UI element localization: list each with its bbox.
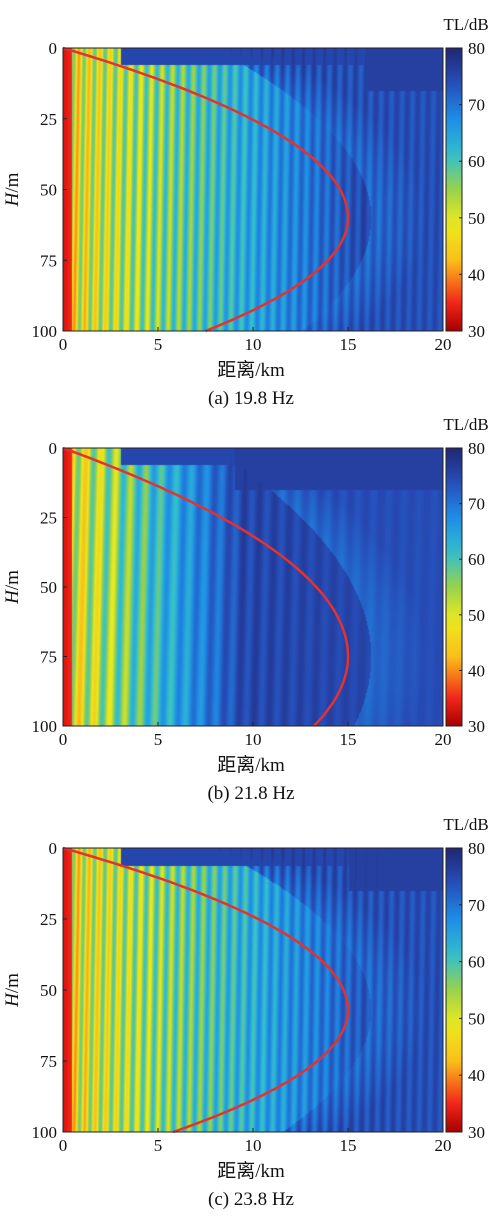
y-tick-label: 50: [40, 981, 57, 1000]
y-tick-label: 100: [32, 1123, 58, 1142]
y-tick-label: 100: [32, 717, 58, 736]
colorbar-tick-label: 70: [468, 495, 485, 514]
colorbar: [445, 847, 463, 1133]
colorbar-tick-label: 80: [468, 39, 485, 58]
panel-caption: (b) 21.8 Hz: [207, 783, 294, 804]
caustic-curve: [62, 46, 350, 333]
y-tick-label: 0: [49, 439, 58, 458]
colorbar-tick-label: 40: [468, 661, 485, 680]
y-tick-label: 75: [40, 251, 57, 270]
x-axis-label: 距离/km: [217, 1160, 285, 1182]
colorbar-tick-label: 60: [468, 152, 485, 171]
x-tick-label: 15: [340, 1136, 357, 1155]
colorbar-title: TL/dB: [443, 15, 488, 34]
heatmap-field: [63, 448, 443, 726]
colorbar-tick-label: 40: [468, 1066, 485, 1085]
colorbar-tick-label: 30: [468, 322, 485, 341]
x-tick-label: 0: [59, 335, 68, 354]
y-axis-label: H/m: [2, 570, 23, 605]
x-tick-label: 0: [59, 730, 68, 749]
colorbar-title: TL/dB: [443, 415, 488, 434]
x-tick-label: 15: [340, 335, 357, 354]
colorbar: [445, 447, 463, 727]
x-axis-label: 距离/km: [217, 754, 285, 776]
y-axis-label: H/m: [2, 172, 23, 207]
chart-panel-2: 0 5 10 15 20 0 25 50 75 100 距离/km H/m (b) 21.8 Hz 30 4…: [2, 415, 489, 804]
colorbar-tick-label: 70: [468, 96, 485, 115]
colorbar: [445, 47, 463, 332]
colorbar-tick-label: 50: [468, 606, 485, 625]
colorbar-tick-label: 80: [468, 839, 485, 858]
caustic-curve: [62, 846, 350, 1134]
y-tick-label: 25: [40, 509, 57, 528]
chart-panel-1: 0 5 10 15 20 0 25 50 75 100 距离/km H/m (a) 19.8 Hz 30 4…: [2, 15, 489, 409]
colorbar-tick-label: 70: [468, 896, 485, 915]
x-tick-label: 10: [245, 335, 262, 354]
heatmap-field: [63, 848, 443, 1132]
y-tick-label: 0: [49, 839, 58, 858]
colorbar-tick-label: 60: [468, 550, 485, 569]
y-tick-label: 50: [40, 578, 57, 597]
y-tick-label: 75: [40, 648, 57, 667]
x-tick-label: 20: [435, 335, 452, 354]
y-tick-label: 50: [40, 181, 57, 200]
colorbar-tick-label: 80: [468, 439, 485, 458]
colorbar-tick-label: 60: [468, 953, 485, 972]
y-tick-label: 0: [49, 39, 58, 58]
x-tick-label: 5: [154, 1136, 163, 1155]
x-axis-label: 距离/km: [217, 359, 285, 381]
x-tick-label: 0: [59, 1136, 68, 1155]
caustic-curve: [62, 446, 350, 727]
x-tick-label: 10: [245, 1136, 262, 1155]
x-tick-label: 20: [435, 1136, 452, 1155]
colorbar-tick-label: 50: [468, 209, 485, 228]
x-tick-label: 15: [340, 730, 357, 749]
colorbar-tick-label: 30: [468, 717, 485, 736]
colorbar-tick-label: 30: [468, 1123, 485, 1142]
chart-panel-3: 0 5 10 15 20 0 25 50 75 100 距离/km H/m (c) 23.8 Hz 30 4…: [2, 815, 489, 1210]
panel-caption: (a) 19.8 Hz: [208, 388, 294, 409]
x-tick-label: 5: [154, 335, 163, 354]
y-tick-label: 75: [40, 1052, 57, 1071]
y-tick-label: 100: [32, 322, 58, 341]
y-tick-label: 25: [40, 910, 57, 929]
panel-caption: (c) 23.8 Hz: [208, 1189, 294, 1210]
x-tick-label: 10: [245, 730, 262, 749]
x-tick-label: 5: [154, 730, 163, 749]
heatmap-field: [63, 48, 443, 331]
colorbar-title: TL/dB: [443, 815, 488, 834]
colorbar-tick-label: 50: [468, 1009, 485, 1028]
colorbar-tick-label: 40: [468, 265, 485, 284]
y-tick-label: 25: [40, 110, 57, 129]
x-tick-label: 20: [435, 730, 452, 749]
y-axis-label: H/m: [2, 973, 23, 1008]
